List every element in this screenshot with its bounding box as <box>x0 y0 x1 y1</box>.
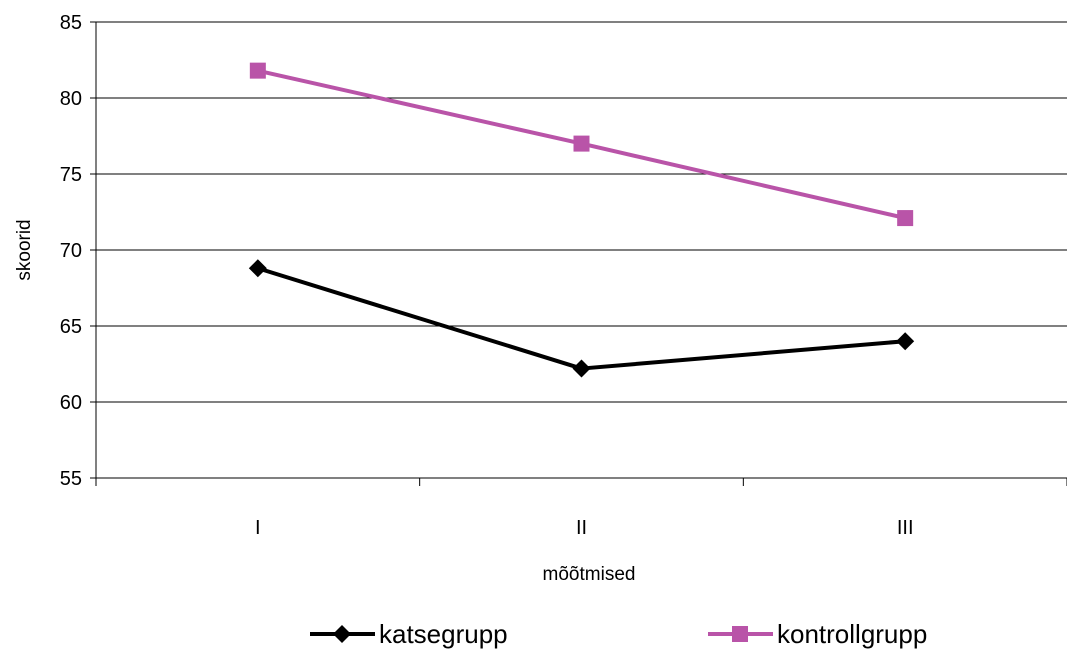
x-tick-label: I <box>255 517 261 539</box>
data-point-kontrollgrupp <box>573 135 590 152</box>
data-point-kontrollgrupp <box>249 62 266 79</box>
legend-label: katsegrupp <box>379 619 508 649</box>
legend-marker <box>732 626 748 642</box>
x-axis-title: mõõtmised <box>543 564 636 585</box>
y-tick-label: 65 <box>60 316 82 338</box>
data-point-katsegrupp <box>248 259 267 278</box>
data-point-katsegrupp <box>896 332 915 351</box>
x-tick-label: II <box>576 517 587 539</box>
y-axis-title: skoorid <box>14 219 35 280</box>
legend-label: kontrollgrupp <box>777 619 927 649</box>
y-tick-label: 75 <box>60 164 82 186</box>
grid-layer <box>96 21 1067 403</box>
series-line-katsegrupp <box>257 266 906 371</box>
data-point-katsegrupp <box>572 359 591 378</box>
y-tick-label: 85 <box>60 12 82 34</box>
legend: katsegrupp kontrollgrupp <box>310 619 927 649</box>
data-point-kontrollgrupp <box>897 210 914 227</box>
y-tick-label: 55 <box>60 468 82 490</box>
series-layer <box>248 62 915 378</box>
x-tick-label: III <box>897 517 914 539</box>
y-tick-label: 70 <box>60 240 82 262</box>
legend-marker <box>333 625 351 643</box>
y-tick-label: 80 <box>60 88 82 110</box>
y-tick-label: 60 <box>60 392 82 414</box>
